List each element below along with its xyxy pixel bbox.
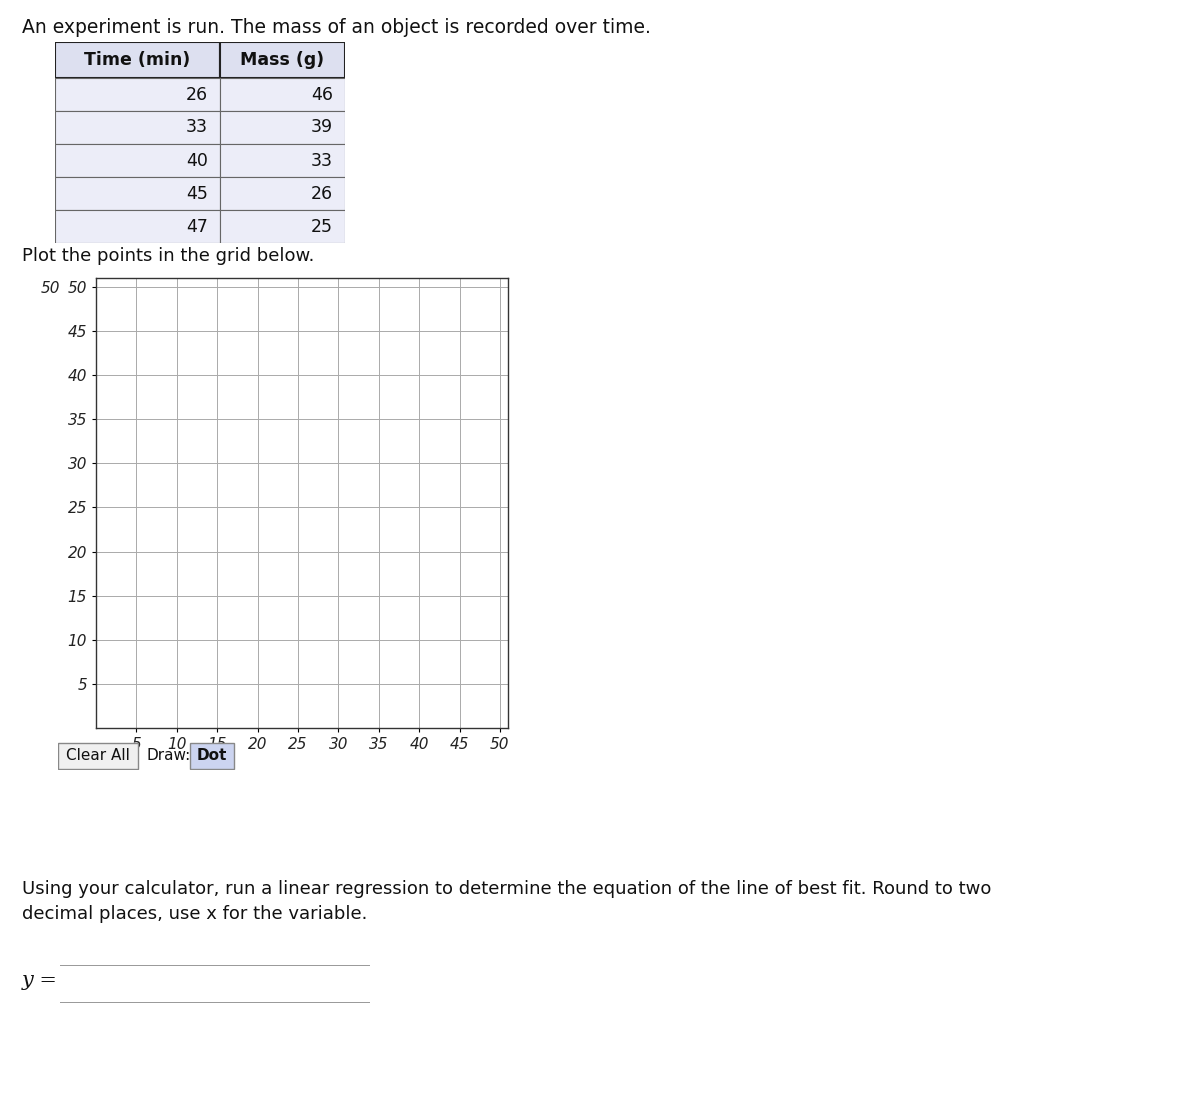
Text: 39: 39	[311, 119, 334, 137]
Text: Plot the points in the grid below.: Plot the points in the grid below.	[22, 248, 314, 265]
Bar	[58, 743, 138, 769]
Text: 26: 26	[186, 85, 208, 103]
Text: Draw:: Draw:	[146, 748, 191, 764]
Text: 40: 40	[186, 151, 208, 170]
Bar	[55, 144, 220, 176]
Bar	[190, 743, 234, 769]
Text: 45: 45	[186, 184, 208, 202]
Text: y =: y =	[22, 970, 58, 989]
Text: 50: 50	[41, 281, 60, 296]
Bar	[55, 42, 220, 78]
FancyBboxPatch shape	[56, 965, 373, 1003]
Text: 33: 33	[311, 151, 334, 170]
Bar	[220, 176, 346, 210]
Text: Dot: Dot	[197, 748, 227, 764]
Bar	[220, 210, 346, 243]
Bar	[220, 42, 346, 78]
Bar	[55, 176, 220, 210]
Text: Clear All: Clear All	[66, 748, 130, 764]
Bar	[55, 111, 220, 144]
Bar	[55, 78, 220, 111]
Bar	[220, 78, 346, 111]
Bar	[220, 144, 346, 176]
Text: An experiment is run. The mass of an object is recorded over time.: An experiment is run. The mass of an obj…	[22, 18, 650, 37]
Text: 26: 26	[311, 184, 334, 202]
Text: 25: 25	[311, 218, 334, 235]
Text: 47: 47	[186, 218, 208, 235]
Text: Using your calculator, run a linear regression to determine the equation of the : Using your calculator, run a linear regr…	[22, 880, 991, 924]
Text: Time (min): Time (min)	[84, 51, 191, 69]
Bar	[55, 210, 220, 243]
Text: 46: 46	[311, 85, 334, 103]
Text: 33: 33	[186, 119, 208, 137]
Bar	[220, 111, 346, 144]
Text: Mass (g): Mass (g)	[240, 51, 324, 69]
